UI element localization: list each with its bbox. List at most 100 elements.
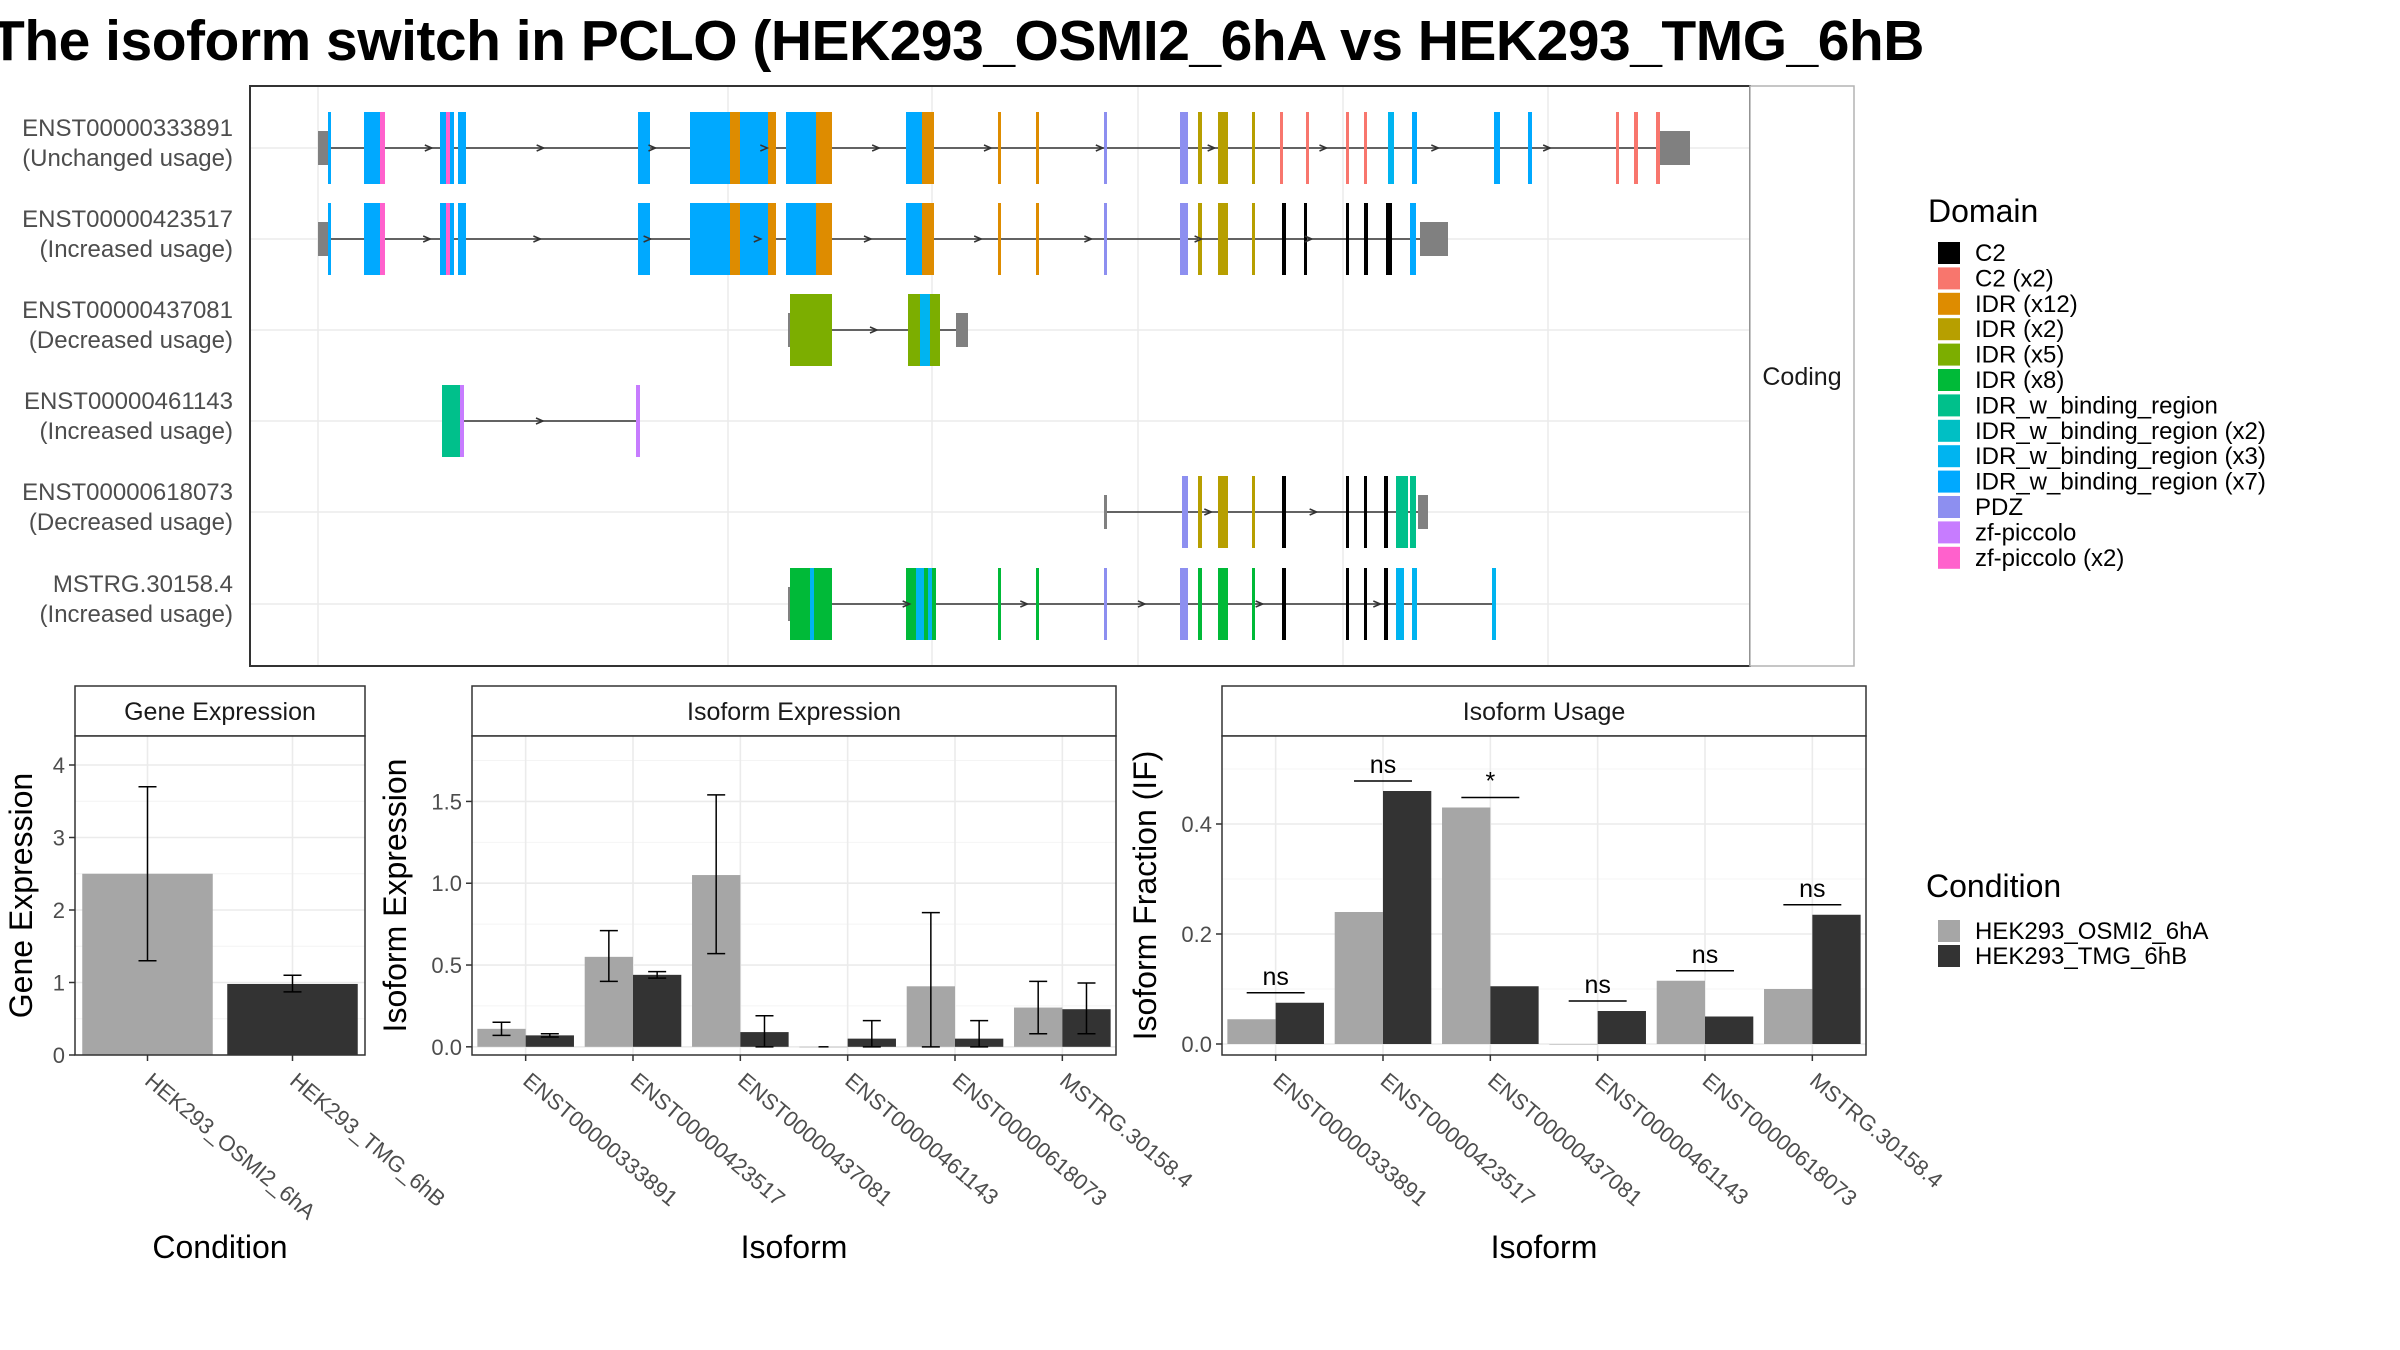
- domain-legend-label: IDR (x2): [1975, 316, 2064, 343]
- domain-exon-block: [1364, 568, 1367, 640]
- bar: [1812, 914, 1861, 1044]
- domain-exon-block: [922, 203, 934, 275]
- domain-exon-block: [1282, 476, 1286, 548]
- domain-exon-block: [1384, 476, 1388, 548]
- bar: [1442, 807, 1491, 1044]
- domain-exon-block: [1364, 203, 1368, 275]
- domain-legend-swatch: [1938, 546, 1960, 569]
- domain-legend-label: IDR (x5): [1975, 342, 2064, 369]
- domain-legend-swatch: [1938, 470, 1960, 493]
- domain-legend-label: zf-piccolo: [1975, 519, 2076, 546]
- domain-exon-block: [730, 112, 740, 184]
- direction-arrow: [1431, 144, 1441, 152]
- significance-label: ns: [1584, 971, 1610, 999]
- isoform-usage-panel: Isoform Usage0.00.20.4nsns*nsnsnsENST000…: [1127, 685, 1948, 1265]
- transcript-usage-label: (Decreased usage): [29, 509, 233, 536]
- transcript-id-label: ENST00000423517: [22, 206, 233, 233]
- domain-exon-block: [328, 203, 331, 275]
- domain-legend-label: IDR (x8): [1975, 367, 2064, 394]
- domain-legend-swatch: [1938, 292, 1960, 315]
- utr-block: [1418, 495, 1428, 529]
- bar: [1334, 912, 1383, 1044]
- domain-exon-block: [690, 203, 730, 275]
- bar: [633, 974, 682, 1047]
- plot-border: [471, 735, 1117, 1056]
- direction-arrow: [753, 235, 763, 243]
- domain-exon-block: [1384, 568, 1388, 640]
- condition-legend-swatch: [1938, 920, 1960, 942]
- domain-legend-label: PDZ: [1975, 494, 2023, 521]
- domain-exon-block: [1282, 203, 1286, 275]
- direction-arrow: [902, 600, 912, 608]
- domain-exon-block: [730, 203, 740, 275]
- domain-exon-block: [816, 112, 832, 184]
- domain-legend-swatch: [1938, 242, 1960, 264]
- transcript-usage-label: (Increased usage): [40, 236, 233, 263]
- direction-arrow: [1194, 235, 1204, 243]
- bar: [1275, 1002, 1324, 1044]
- domain-exon-block: [816, 203, 832, 275]
- direction-arrow: [760, 144, 770, 152]
- domain-exon-block: [1396, 476, 1408, 548]
- domain-exon-block: [1218, 476, 1228, 548]
- domain-exon-block: [1180, 568, 1188, 640]
- y-axis-title: Gene Expression: [3, 773, 39, 1018]
- transcript-track: [318, 112, 1690, 184]
- panel-strip-title: Isoform Expression: [687, 698, 901, 726]
- domain-exon-block: [906, 112, 922, 184]
- domain-legend-label: IDR_w_binding_region (x3): [1975, 443, 2266, 470]
- domain-exon-block: [1180, 203, 1188, 275]
- domain-exon-block: [1104, 568, 1107, 640]
- domain-legend-swatch: [1938, 369, 1960, 391]
- y-tick-label: 0: [53, 1043, 65, 1068]
- domain-legend-swatch: [1938, 521, 1960, 544]
- transcript-usage-label: (Decreased usage): [29, 327, 233, 354]
- x-axis-title: Isoform: [1491, 1229, 1598, 1265]
- utr-block: [1420, 222, 1448, 256]
- domain-exon-block: [1306, 112, 1309, 184]
- panel-strip: [1221, 685, 1867, 737]
- utr-block: [318, 222, 330, 256]
- transcript-track: [442, 385, 640, 457]
- plot-background: [472, 736, 1116, 1055]
- domain-exon-block: [1036, 112, 1039, 184]
- domain-legend-label: C2 (x2): [1975, 265, 2054, 292]
- condition-legend-label: HEK293_OSMI2_6hA: [1975, 918, 2208, 945]
- x-axis-title: Isoform: [741, 1229, 848, 1265]
- direction-arrow: [1020, 600, 1030, 608]
- domain-legend-label: IDR_w_binding_region: [1975, 392, 2218, 419]
- significance-label: *: [1485, 768, 1495, 796]
- domain-exon-block: [1252, 203, 1255, 275]
- direction-arrow: [869, 326, 879, 334]
- direction-arrow: [422, 235, 433, 243]
- transcript-usage-label: (Increased usage): [40, 601, 233, 628]
- domain-exon-block: [920, 294, 930, 366]
- domain-exon-block: [930, 294, 940, 366]
- domain-exon-block: [1364, 476, 1367, 548]
- domain-legend-label: C2: [1975, 240, 2006, 267]
- domain-exon-block: [1656, 112, 1660, 184]
- y-tick-label: 0.2: [1181, 922, 1212, 947]
- domain-exon-block: [690, 112, 730, 184]
- domain-exon-block: [740, 203, 768, 275]
- transcript-structure-panel: Coding ENST00000333891(Unchanged usage)E…: [22, 85, 1855, 667]
- isoform-expression-panel: Isoform Expression0.00.51.01.5ENST000003…: [377, 685, 1198, 1265]
- domain-exon-block: [364, 203, 382, 275]
- domain-exon-block: [636, 385, 640, 457]
- domain-exon-block: [380, 112, 385, 184]
- structure-strip-label: Coding: [1762, 363, 1841, 391]
- domain-exon-block: [1346, 568, 1349, 640]
- condition-legend-title: Condition: [1926, 868, 2061, 904]
- direction-arrow: [1309, 508, 1319, 516]
- transcript-id-label: ENST00000437081: [22, 297, 233, 324]
- bar: [1705, 1016, 1754, 1044]
- domain-exon-block: [1252, 112, 1255, 184]
- domain-exon-block: [1252, 568, 1255, 640]
- domain-exon-block: [1198, 112, 1202, 184]
- condition-legend-label: HEK293_TMG_6hB: [1975, 943, 2187, 970]
- transcript-id-label: MSTRG.30158.4: [53, 571, 233, 598]
- transcript-id-label: ENST00000333891: [22, 115, 233, 142]
- transcript-id-label: ENST00000618073: [22, 479, 233, 506]
- direction-arrow: [1373, 600, 1383, 608]
- domain-exon-block: [1218, 203, 1228, 275]
